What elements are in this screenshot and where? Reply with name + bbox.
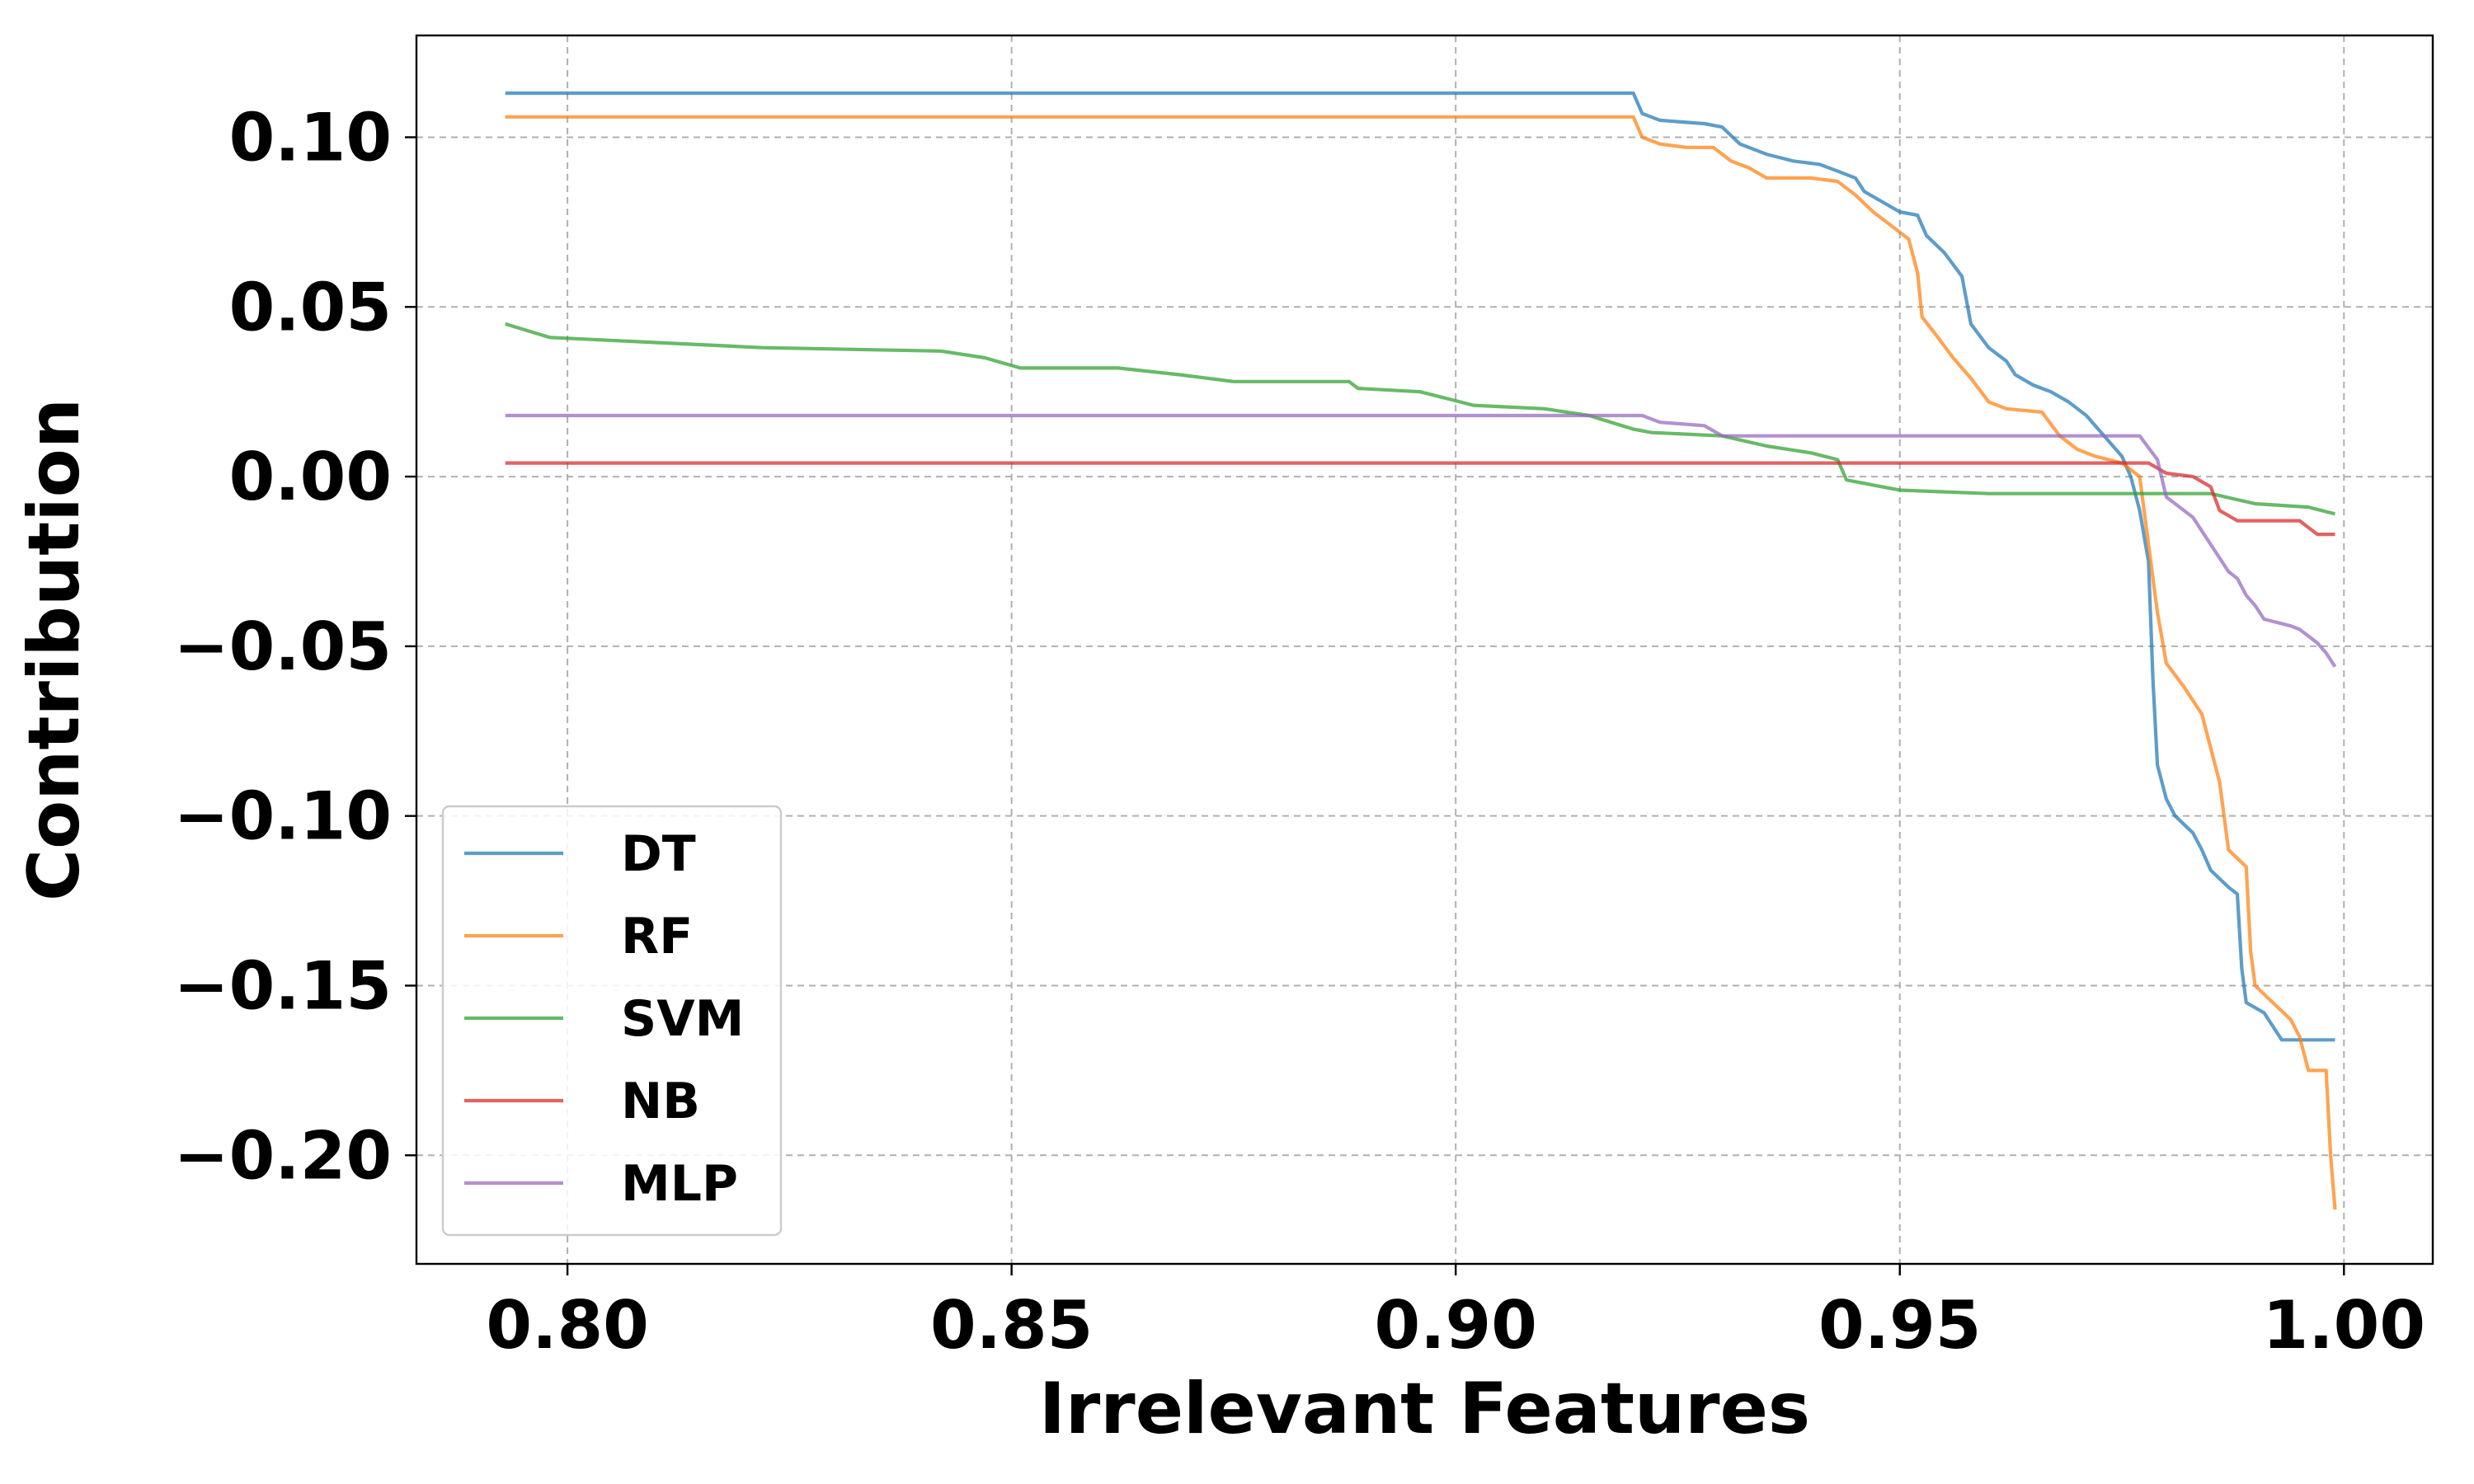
x-axis-label: Irrelevant Features	[1039, 1368, 1810, 1450]
plot-series	[505, 91, 2337, 1210]
series-line-nb	[505, 461, 2335, 537]
x-tick-label: 0.90	[1375, 1287, 1537, 1364]
x-tick-label: 0.85	[930, 1287, 1093, 1364]
series-line-rf	[505, 115, 2337, 1210]
y-tick-label: 0.00	[229, 439, 392, 515]
series-line-svm	[505, 322, 2336, 516]
legend-label-nb: NB	[621, 1073, 700, 1130]
x-tick-label: 1.00	[2263, 1287, 2425, 1364]
legend-label-dt: DT	[621, 825, 696, 883]
y-tick-label: −0.15	[174, 947, 392, 1024]
series-line-dt	[505, 91, 2335, 1042]
y-tick-label: −0.05	[174, 608, 392, 685]
y-tick-label: 0.05	[229, 269, 392, 345]
x-tick-label: 0.95	[1818, 1287, 1981, 1364]
axis-ticks: 0.80 0.85 0.90 0.95 1.00 0.10 0.05 0.00 −0.05 −0.…	[174, 99, 2425, 1364]
grid	[416, 35, 2433, 1264]
legend: DT RF SVM NB MLP	[441, 805, 783, 1237]
legend-label-rf: RF	[621, 908, 693, 965]
y-tick-label: −0.10	[174, 778, 392, 855]
series-line-mlp	[505, 413, 2337, 668]
y-tick-label: 0.10	[229, 99, 392, 176]
legend-label-mlp: MLP	[621, 1155, 738, 1213]
x-tick-label: 0.80	[486, 1287, 648, 1364]
plot-area-frame	[415, 34, 2434, 1266]
y-axis-label: Contribution	[13, 398, 96, 901]
legend-label-svm: SVM	[621, 990, 744, 1048]
legend-box	[441, 805, 783, 1237]
y-tick-label: −0.20	[174, 1117, 392, 1194]
